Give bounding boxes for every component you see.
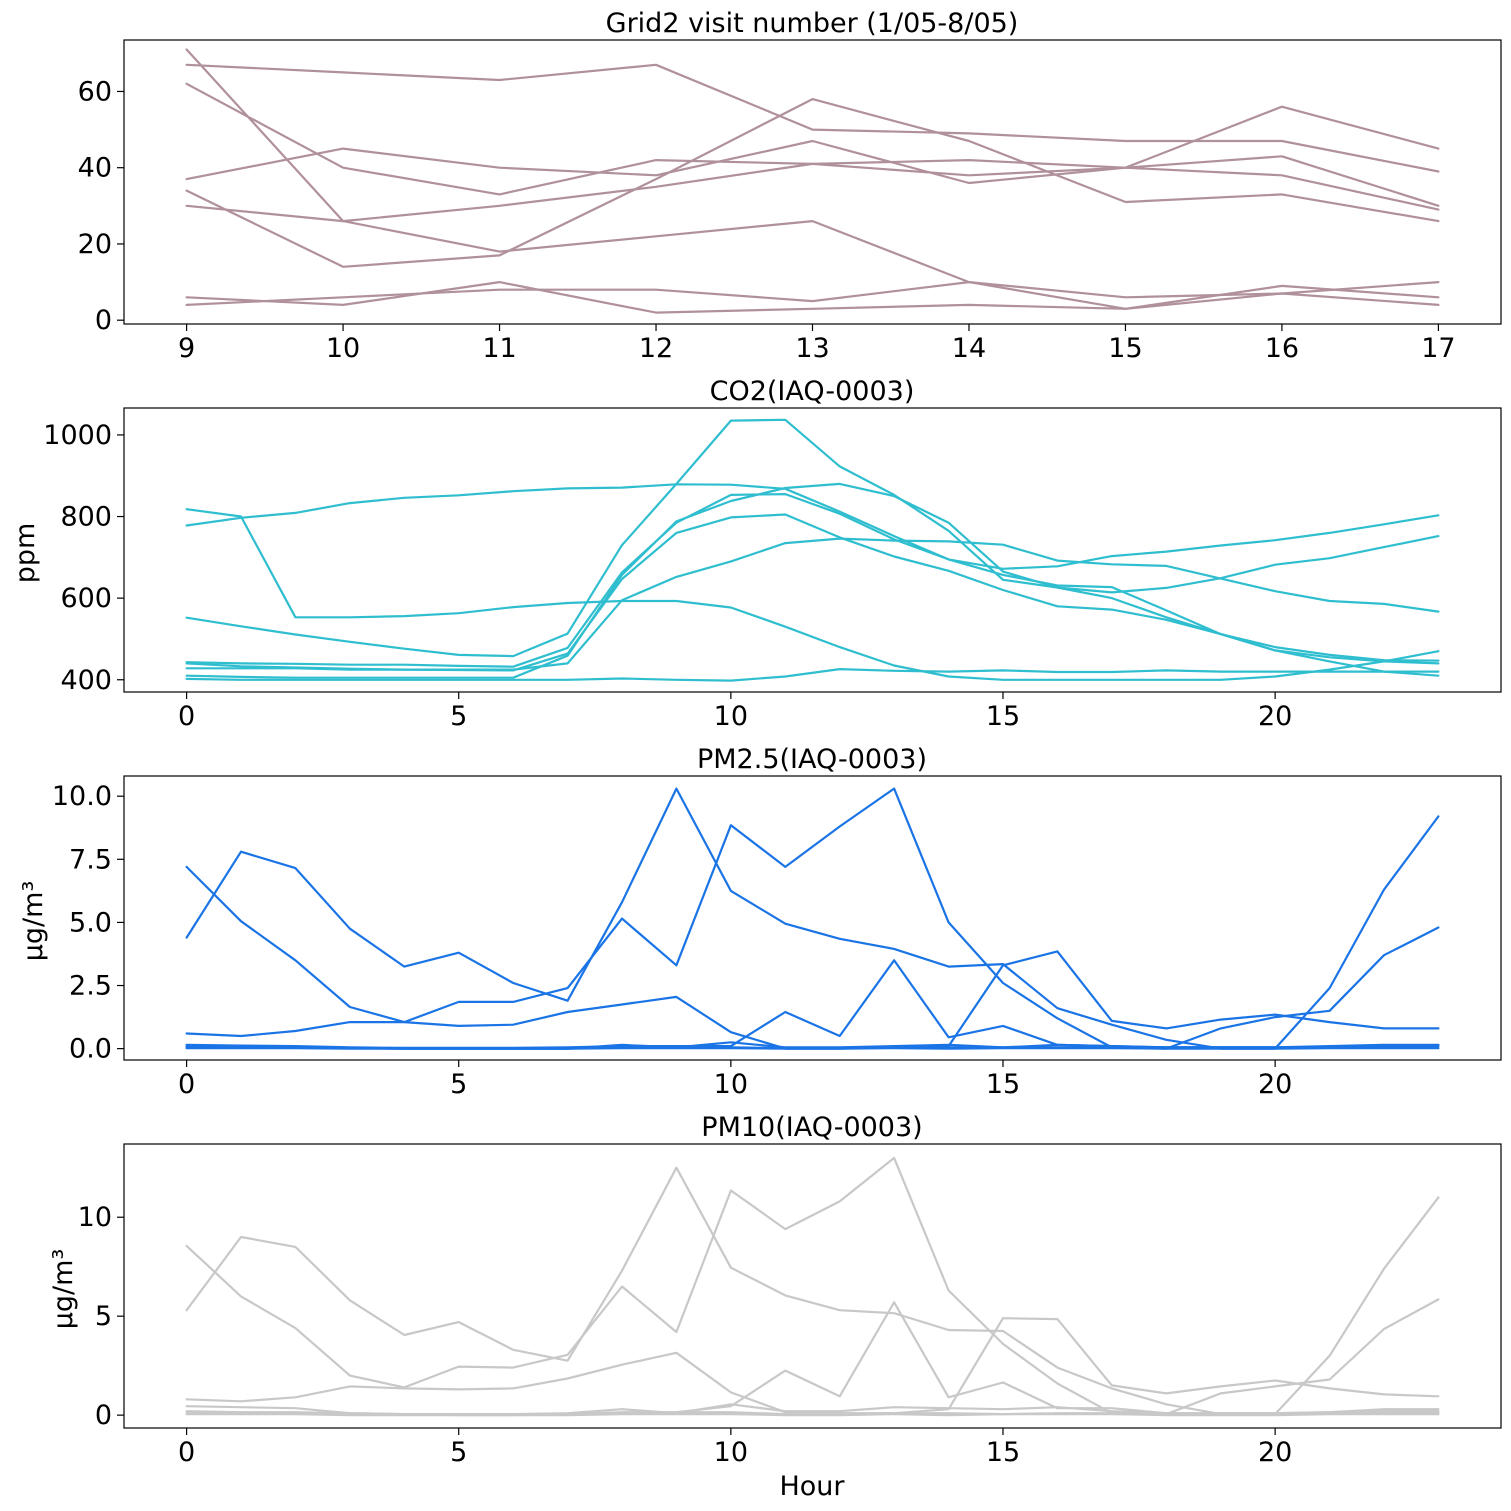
series-line-day4: [187, 1302, 1439, 1414]
series-line-day3: [187, 1318, 1439, 1413]
x-tick-label: 15: [986, 1069, 1020, 1100]
x-tick-label: 20: [1258, 1437, 1292, 1468]
y-tick-label: 5.0: [69, 907, 112, 938]
x-tick-label: 0: [178, 1437, 195, 1468]
series-line-day3: [187, 420, 1439, 656]
y-axis-label: μg/m³: [18, 881, 49, 962]
x-tick-label: 15: [1108, 333, 1142, 364]
series-line-day2: [187, 1158, 1439, 1414]
y-tick-label: 0: [95, 1400, 112, 1431]
x-tick-label: 0: [178, 701, 195, 732]
x-tick-label: 16: [1265, 333, 1299, 364]
x-tick-label: 15: [986, 701, 1020, 732]
y-tick-label: 0.0: [69, 1034, 112, 1065]
co2-chart: CO2(IAQ-0003) ppm 0 5 10 15 20 400 600 800 1000: [10, 376, 1501, 732]
x-tick-label: 11: [482, 333, 516, 364]
x-tick-label: 5: [450, 701, 467, 732]
x-tick-label: 10: [714, 701, 748, 732]
y-tick-label: 0: [95, 305, 112, 336]
chart-title: Grid2 visit number (1/05-8/05): [606, 8, 1019, 39]
x-tick-label: 9: [178, 333, 195, 364]
x-tick-label: 10: [326, 333, 360, 364]
y-tick-label: 1000: [43, 420, 112, 451]
x-tick-label: 14: [952, 333, 986, 364]
y-tick-label: 400: [60, 665, 112, 696]
series-line-day7: [187, 1414, 1439, 1415]
chart-title: PM10(IAQ-0003): [701, 1112, 922, 1143]
grid2-visit-chart: Grid2 visit number (1/05-8/05) 9 10 11 12 13…: [78, 8, 1501, 364]
pm10-chart: PM10(IAQ-0003) μg/m³ Hour 0 5 10 15 20 0 5 10: [48, 1112, 1501, 1502]
x-tick-label: 17: [1421, 333, 1455, 364]
chart-title: PM2.5(IAQ-0003): [697, 744, 927, 775]
series-line-day1: [187, 1168, 1439, 1414]
y-tick-label: 10.0: [52, 781, 112, 812]
series-line-day3: [187, 84, 1439, 195]
y-tick-label: 600: [60, 583, 112, 614]
x-axis-label: Hour: [779, 1471, 845, 1502]
plot-frame: [124, 40, 1501, 324]
x-tick-label: 10: [714, 1437, 748, 1468]
x-tick-label: 20: [1258, 701, 1292, 732]
series-line-day5: [187, 99, 1439, 267]
pm25-chart: PM2.5(IAQ-0003) μg/m³ 0 5 10 15 20 0.0 2.5 5.0 7…: [18, 744, 1501, 1100]
plot-frame: [124, 1144, 1501, 1428]
x-tick-label: 12: [639, 333, 673, 364]
x-tick-label: 15: [986, 1437, 1020, 1468]
series-line-day7: [187, 1048, 1439, 1049]
series-line-day1: [187, 509, 1439, 680]
y-tick-label: 800: [60, 502, 112, 533]
y-axis-label: ppm: [10, 523, 41, 584]
series-line-day8: [187, 282, 1439, 305]
y-tick-label: 10: [78, 1202, 112, 1233]
y-tick-label: 2.5: [69, 971, 112, 1002]
x-tick-label: 5: [450, 1069, 467, 1100]
y-tick-label: 60: [78, 76, 112, 107]
series-line-day3: [187, 951, 1439, 1048]
series-line-day4: [187, 960, 1439, 1048]
y-axis-label: μg/m³: [48, 1249, 79, 1330]
x-tick-label: 5: [450, 1437, 467, 1468]
figure: Grid2 visit number (1/05-8/05) 9 10 11 12 13…: [0, 0, 1511, 1511]
series-line-day4: [187, 141, 1439, 210]
y-tick-label: 40: [78, 153, 112, 184]
y-tick-label: 7.5: [69, 844, 112, 875]
series-line-day6: [187, 539, 1439, 670]
y-tick-label: 20: [78, 229, 112, 260]
chart-title: CO2(IAQ-0003): [710, 376, 915, 407]
y-tick-label: 5: [95, 1301, 112, 1332]
x-tick-label: 10: [714, 1069, 748, 1100]
series-line-day5: [187, 515, 1439, 671]
x-tick-label: 13: [795, 333, 829, 364]
series-line-day7: [187, 484, 1439, 678]
series-line-day2: [187, 789, 1439, 1049]
x-tick-label: 20: [1258, 1069, 1292, 1100]
series-line-day1: [187, 789, 1439, 1049]
x-tick-label: 0: [178, 1069, 195, 1100]
series-line-day7: [187, 282, 1439, 313]
